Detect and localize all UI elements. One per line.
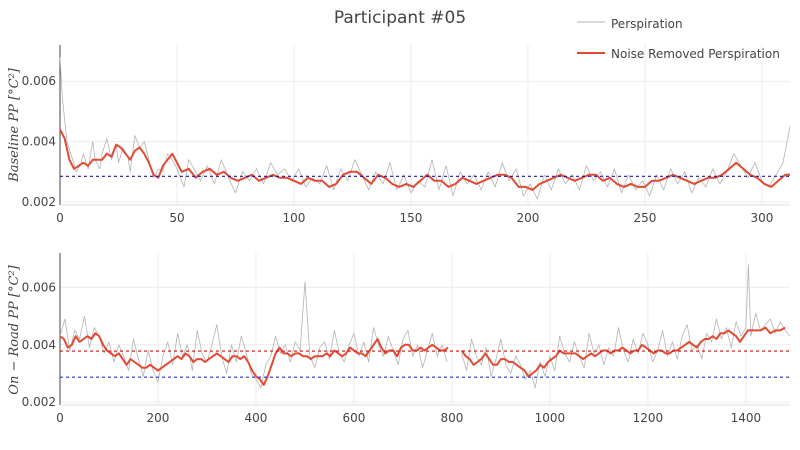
- panel-baseline: Baseline PP [°C²] 0 50 100 150 200 250 300 0.00…: [7, 45, 791, 225]
- legend-label-noise-removed: Noise Removed Perspiration: [611, 47, 780, 61]
- panel-0-ytick-0: 0.002: [22, 195, 56, 209]
- panel-0-xtick-1: 50: [169, 211, 184, 225]
- panel-0-xtick-2: 100: [283, 211, 306, 225]
- legend: Perspiration Noise Removed Perspiration: [577, 17, 780, 61]
- panel-1-xtick-5: 1000: [535, 411, 566, 425]
- panel-0-xtick-3: 150: [400, 211, 423, 225]
- panel-0-xtick-6: 300: [750, 211, 773, 225]
- panel-0-ytick-1: 0.004: [22, 135, 56, 149]
- panel-1-ytick-0: 0.002: [22, 395, 56, 409]
- panel-onroad-ylabel: On − Road PP [°C²]: [7, 264, 22, 394]
- panel-baseline-ylabel: Baseline PP [°C²]: [7, 67, 22, 183]
- panel-1-xtick-0: 0: [56, 411, 64, 425]
- panel-0-ytick-2: 0.006: [22, 74, 56, 88]
- panel-onroad: On − Road PP [°C²] 0 200 400 600 800 1000 1200…: [7, 253, 791, 425]
- panel-0-xtick-0: 0: [56, 211, 64, 225]
- chart-title: Participant #05: [334, 8, 466, 28]
- panel-1-xtick-6: 1200: [633, 411, 664, 425]
- panel-1-ytick-2: 0.006: [22, 280, 56, 294]
- panel-1-ytick-1: 0.004: [22, 338, 56, 352]
- panel-0-xtick-4: 200: [516, 211, 539, 225]
- panel-1-xtick-2: 400: [245, 411, 268, 425]
- panel-0-series-noise-removed: [59, 129, 790, 191]
- panel-0-xtick-5: 250: [633, 211, 656, 225]
- panel-1-xtick-4: 800: [440, 411, 463, 425]
- legend-label-perspiration: Perspiration: [611, 17, 683, 31]
- panel-1-xtick-3: 600: [343, 411, 366, 425]
- panel-1-xtick-7: 1400: [731, 411, 762, 425]
- panel-1-xtick-1: 200: [147, 411, 170, 425]
- panel-1-series-perspiration: [59, 264, 791, 389]
